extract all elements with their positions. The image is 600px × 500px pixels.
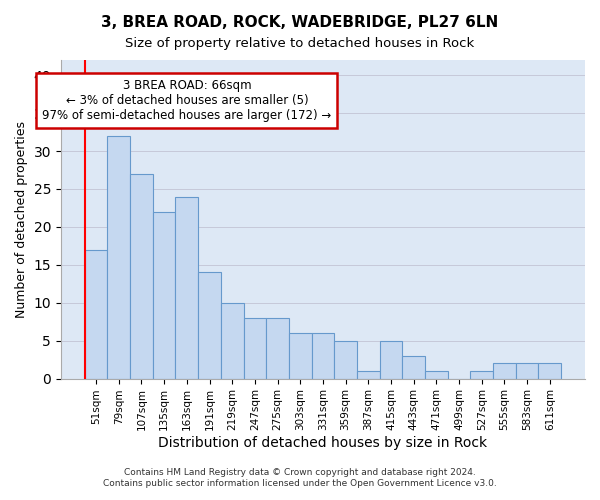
Bar bbox=[289, 333, 311, 378]
Bar bbox=[380, 340, 403, 378]
Bar bbox=[334, 340, 357, 378]
Bar bbox=[198, 272, 221, 378]
Bar bbox=[175, 196, 198, 378]
Y-axis label: Number of detached properties: Number of detached properties bbox=[15, 121, 28, 318]
Bar bbox=[85, 250, 107, 378]
Bar bbox=[107, 136, 130, 378]
Bar bbox=[403, 356, 425, 378]
Bar bbox=[311, 333, 334, 378]
Bar bbox=[357, 371, 380, 378]
Bar bbox=[221, 302, 244, 378]
Text: Contains HM Land Registry data © Crown copyright and database right 2024.
Contai: Contains HM Land Registry data © Crown c… bbox=[103, 468, 497, 487]
Bar bbox=[266, 318, 289, 378]
Bar bbox=[516, 364, 538, 378]
X-axis label: Distribution of detached houses by size in Rock: Distribution of detached houses by size … bbox=[158, 436, 488, 450]
Text: Size of property relative to detached houses in Rock: Size of property relative to detached ho… bbox=[125, 38, 475, 51]
Bar bbox=[153, 212, 175, 378]
Bar bbox=[470, 371, 493, 378]
Bar bbox=[425, 371, 448, 378]
Bar bbox=[130, 174, 153, 378]
Text: 3, BREA ROAD, ROCK, WADEBRIDGE, PL27 6LN: 3, BREA ROAD, ROCK, WADEBRIDGE, PL27 6LN bbox=[101, 15, 499, 30]
Bar bbox=[244, 318, 266, 378]
Bar bbox=[493, 364, 516, 378]
Bar bbox=[538, 364, 561, 378]
Text: 3 BREA ROAD: 66sqm
← 3% of detached houses are smaller (5)
97% of semi-detached : 3 BREA ROAD: 66sqm ← 3% of detached hous… bbox=[42, 79, 331, 122]
